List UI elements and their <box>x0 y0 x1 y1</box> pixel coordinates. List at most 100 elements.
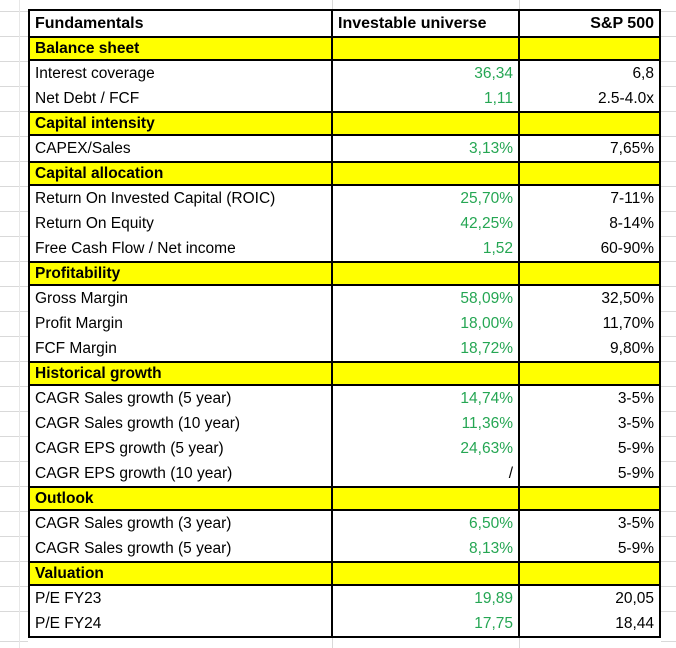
cell-sp500[interactable] <box>520 563 659 584</box>
gridline <box>0 611 28 612</box>
cell-sp500-value[interactable]: 5-9% <box>617 539 654 557</box>
cell-label[interactable]: Return On Invested Capital (ROIC) <box>30 186 333 211</box>
cell-sp500[interactable] <box>520 363 659 384</box>
section-label[interactable]: Valuation <box>30 563 333 584</box>
gridline <box>661 536 676 537</box>
gridline <box>661 461 676 462</box>
cell-label[interactable]: Profit Margin <box>30 311 333 336</box>
cell-sp500[interactable] <box>520 38 659 59</box>
cell-label[interactable]: Free Cash Flow / Net income <box>30 236 333 261</box>
cell-sp500-value[interactable]: 5-9% <box>617 464 654 482</box>
cell-universe-value[interactable]: 25,70% <box>333 186 520 211</box>
cell-universe-value[interactable]: 11,36% <box>333 411 520 436</box>
cell-sp500-value[interactable]: 3-5% <box>617 389 654 407</box>
cell-universe-value[interactable]: 14,74% <box>333 386 520 411</box>
cell-universe-value[interactable]: 18,00% <box>333 311 520 336</box>
cell-universe-value[interactable]: 58,09% <box>333 286 520 311</box>
gridline <box>661 286 676 287</box>
cell-universe[interactable] <box>333 113 520 134</box>
cell-universe[interactable] <box>333 38 520 59</box>
gridline <box>0 86 28 87</box>
section-label[interactable]: Outlook <box>30 488 333 509</box>
cell-universe-value[interactable]: 42,25% <box>333 211 520 236</box>
cell-universe[interactable] <box>333 263 520 284</box>
gridline <box>0 136 28 137</box>
gridline <box>0 311 28 312</box>
section-label[interactable]: Profitability <box>30 263 333 284</box>
cell-sp500[interactable] <box>520 113 659 134</box>
cell-label[interactable]: CAGR EPS growth (5 year) <box>30 436 333 461</box>
cell-label[interactable]: CAGR Sales growth (10 year) <box>30 411 333 436</box>
cell-label[interactable]: CAGR EPS growth (10 year) <box>30 461 333 486</box>
cell-sp500-value[interactable]: 32,50% <box>601 289 654 307</box>
cell-sp500[interactable] <box>520 263 659 284</box>
cell-label[interactable]: Interest coverage <box>30 61 333 86</box>
cell-sp500-value[interactable]: 3-5% <box>617 414 654 432</box>
section-label[interactable]: Capital intensity <box>30 113 333 134</box>
row-pe-fy23: P/E FY23 19,89 20,05 <box>30 586 659 611</box>
cell-sp500-value[interactable]: 60-90% <box>600 239 654 257</box>
gridline <box>661 641 676 642</box>
section-row-historical-growth: Historical growth <box>30 361 659 386</box>
cell-label[interactable]: CAGR Sales growth (5 year) <box>30 386 333 411</box>
cell-universe-value[interactable]: 1,52 <box>333 236 520 261</box>
cell-label[interactable]: P/E FY24 <box>30 611 333 636</box>
cell-sp500-value[interactable]: 7,65% <box>610 139 654 157</box>
cell-sp500-value[interactable]: 20,05 <box>615 589 654 607</box>
gridline <box>661 111 676 112</box>
header-cell-investable-universe[interactable]: Investable universe <box>333 11 520 36</box>
cell-sp500-value[interactable]: 18,44 <box>615 614 654 632</box>
gridline <box>661 586 676 587</box>
gridline <box>0 161 28 162</box>
header-cell-fundamentals[interactable]: Fundamentals <box>30 11 333 36</box>
cell-universe[interactable] <box>333 163 520 184</box>
section-label[interactable]: Balance sheet <box>30 38 333 59</box>
gridline <box>0 386 28 387</box>
cell-universe-value[interactable]: 8,13% <box>333 536 520 561</box>
cell-label[interactable]: CAGR Sales growth (3 year) <box>30 511 333 536</box>
cell-label[interactable]: FCF Margin <box>30 336 333 361</box>
gridline <box>661 336 676 337</box>
gridline <box>0 511 28 512</box>
cell-universe-value[interactable]: 18,72% <box>333 336 520 361</box>
fundamentals-table: Fundamentals Investable universe S&P 500… <box>28 9 661 638</box>
cell-sp500-value[interactable]: 8-14% <box>609 214 654 232</box>
gridline <box>661 411 676 412</box>
cell-universe-value[interactable]: 36,34 <box>333 61 520 86</box>
header-cell-sp500[interactable]: S&P 500 <box>590 14 654 32</box>
gridline <box>661 436 676 437</box>
cell-label[interactable]: CAGR Sales growth (5 year) <box>30 536 333 561</box>
cell-universe[interactable] <box>333 363 520 384</box>
cell-universe-value[interactable]: 6,50% <box>333 511 520 536</box>
cell-universe-value[interactable]: / <box>333 461 520 486</box>
cell-sp500-value[interactable]: 6,8 <box>632 64 654 82</box>
section-label[interactable]: Historical growth <box>30 363 333 384</box>
gridline <box>0 361 28 362</box>
cell-label[interactable]: CAPEX/Sales <box>30 136 333 161</box>
cell-label[interactable]: Net Debt / FCF <box>30 86 333 111</box>
cell-sp500-value[interactable]: 5-9% <box>617 439 654 457</box>
cell-sp500-value[interactable]: 7-11% <box>610 189 654 207</box>
cell-sp500-value[interactable]: 9,80% <box>610 339 654 357</box>
cell-universe[interactable] <box>333 563 520 584</box>
cell-universe[interactable] <box>333 488 520 509</box>
gridline <box>0 461 28 462</box>
cell-label[interactable]: P/E FY23 <box>30 586 333 611</box>
gridline <box>0 586 28 587</box>
cell-label[interactable]: Gross Margin <box>30 286 333 311</box>
cell-sp500-value[interactable]: 3-5% <box>617 514 654 532</box>
cell-universe-value[interactable]: 19,89 <box>333 586 520 611</box>
cell-universe-value[interactable]: 17,75 <box>333 611 520 636</box>
section-row-capital-allocation: Capital allocation <box>30 161 659 186</box>
cell-sp500-value[interactable]: 11,70% <box>602 314 654 332</box>
cell-sp500-value[interactable]: 2.5-4.0x <box>597 89 654 107</box>
cell-sp500[interactable] <box>520 163 659 184</box>
cell-label[interactable]: Return On Equity <box>30 211 333 236</box>
cell-universe-value[interactable]: 1,11 <box>333 86 520 111</box>
cell-universe-value[interactable]: 3,13% <box>333 136 520 161</box>
cell-sp500[interactable] <box>520 488 659 509</box>
cell-universe-value[interactable]: 24,63% <box>333 436 520 461</box>
row-cagr-eps-5y: CAGR EPS growth (5 year) 24,63% 5-9% <box>30 436 659 461</box>
section-label[interactable]: Capital allocation <box>30 163 333 184</box>
gridline <box>0 36 28 37</box>
